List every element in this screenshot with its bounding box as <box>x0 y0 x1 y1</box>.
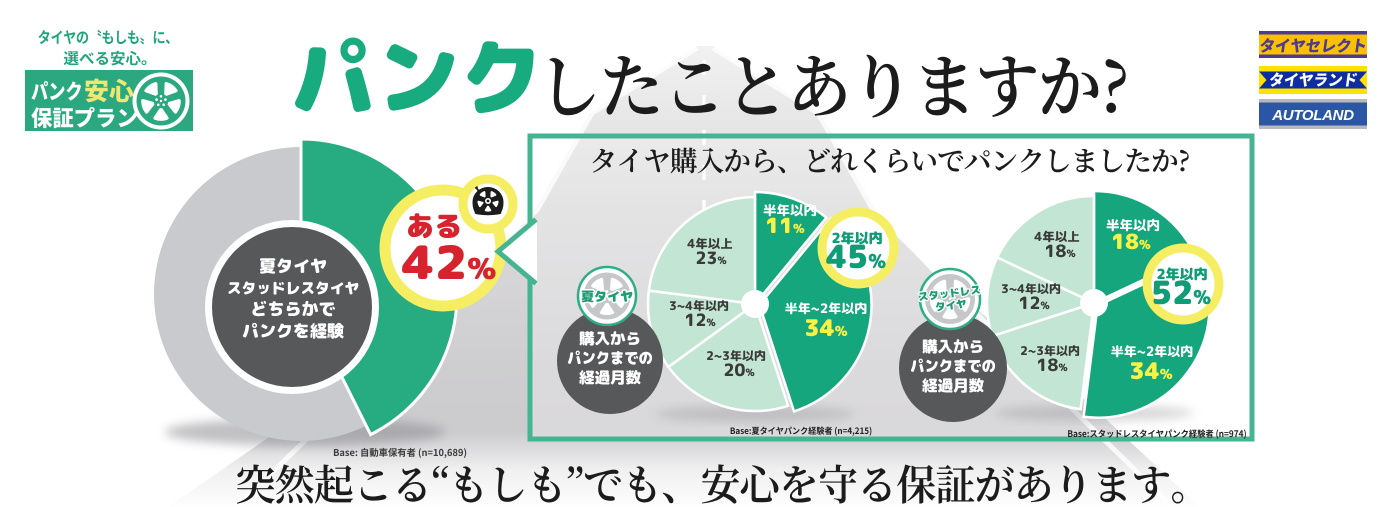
svg-text:AUTOLAND: AUTOLAND <box>1271 107 1354 124</box>
